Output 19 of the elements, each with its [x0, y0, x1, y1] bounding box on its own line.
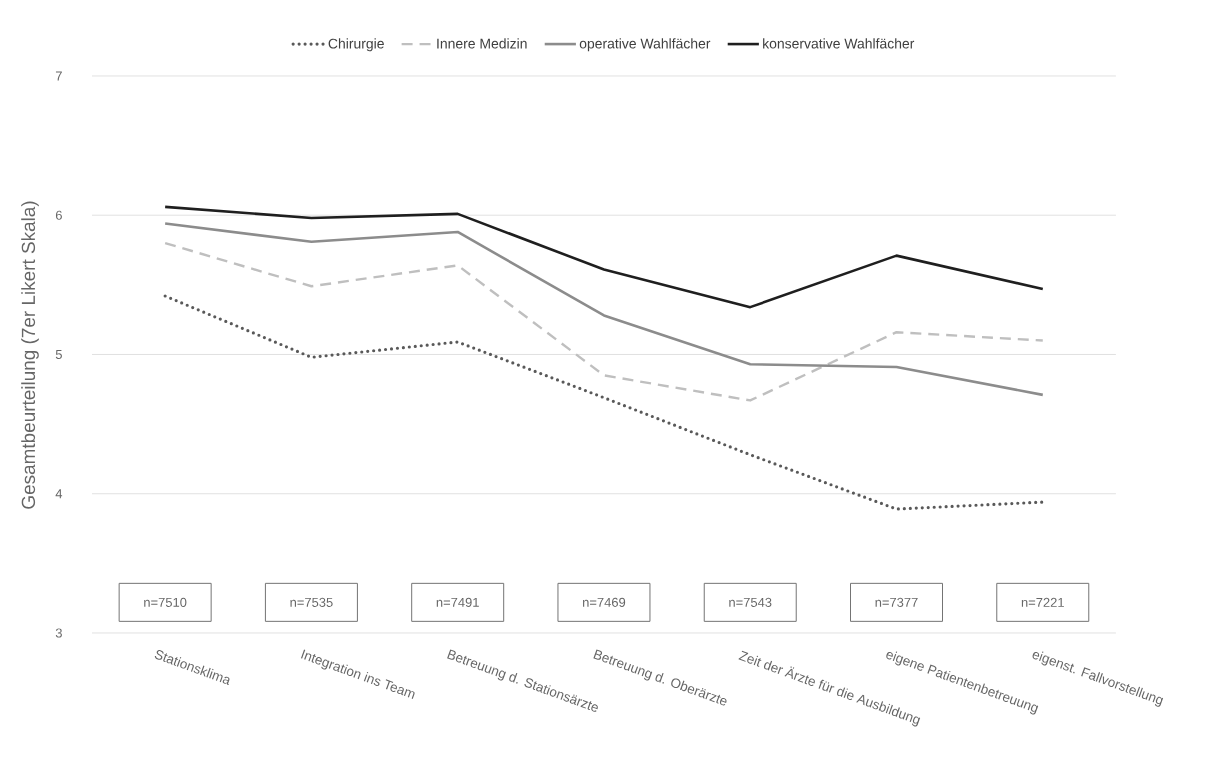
- y-axis-title: Gesamtbeurteilung (7er Likert Skala): [21, 201, 39, 509]
- annotation: n=7221: [1021, 597, 1064, 607]
- annotation: n=7491: [436, 597, 479, 607]
- annotation: n=7510: [144, 597, 187, 607]
- line-series: [163, 205, 1045, 309]
- legend-label: Innere Medizin: [437, 38, 527, 49]
- y-tick-label: 3: [55, 628, 62, 638]
- y-tick-label: 6: [55, 210, 62, 220]
- annotation: n=7377: [875, 597, 918, 607]
- y-tick-label: 4: [55, 489, 63, 499]
- annotation: n=7535: [290, 597, 333, 607]
- legend-label: operative Wahlfächer: [579, 38, 711, 52]
- annotation: n=7469: [583, 597, 626, 607]
- y-tick-label: 5: [55, 349, 62, 359]
- y-tick-label: 7: [55, 71, 62, 81]
- line-series: [163, 294, 1045, 511]
- annotation: n=7543: [729, 597, 772, 607]
- legend-label: Chirurgie: [328, 38, 384, 52]
- legend-label: konservative Wahlfächer: [763, 38, 915, 49]
